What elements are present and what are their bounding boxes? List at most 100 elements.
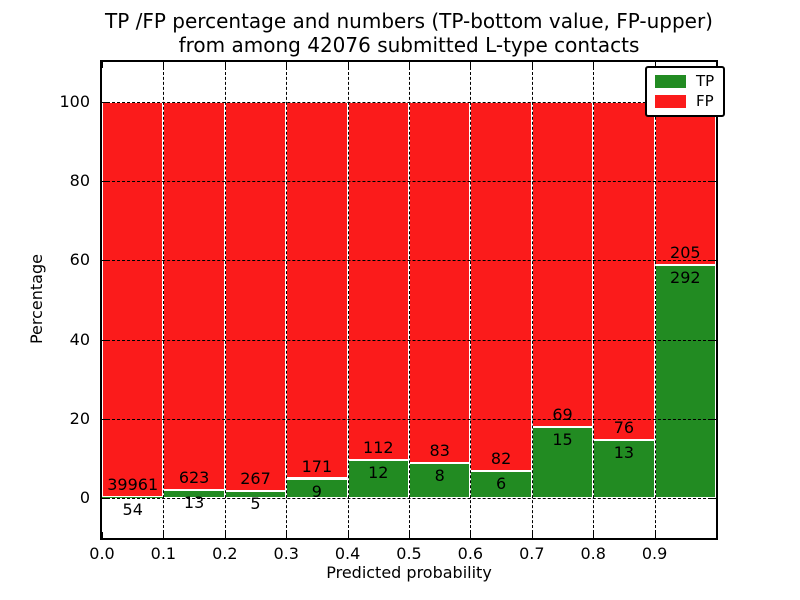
y-tick-right — [710, 419, 716, 420]
chart-title-line2: from among 42076 submitted L-type contac… — [178, 33, 640, 57]
x-gridline — [347, 62, 349, 538]
x-tick-top — [102, 62, 103, 68]
bar-segment-fp — [470, 101, 532, 472]
x-tick-top — [470, 62, 472, 68]
bar-segment-fp — [102, 101, 164, 498]
fp-count-label: 205 — [670, 243, 701, 263]
y-tick-label: 40 — [69, 329, 90, 349]
bar-segment-fp — [224, 101, 287, 492]
fp-count-label: 83 — [429, 441, 450, 461]
plot-inner: 39961 54 623 13 267 5 171 9 112 12 83 8 82 6 69 15 76 13 2… — [102, 62, 716, 538]
y-tick-right — [710, 339, 716, 341]
x-gridline — [593, 62, 595, 538]
bar-segment-fp — [654, 101, 716, 266]
x-tick-top — [531, 62, 533, 68]
tp-count-label: 13 — [183, 493, 205, 513]
y-tick-left — [102, 498, 108, 500]
y-tick-label: 20 — [69, 409, 90, 428]
x-axis-label: Predicted probability — [326, 563, 492, 582]
x-tick-label: 0.7 — [519, 544, 545, 563]
x-tick-top — [347, 62, 349, 68]
legend-label-tp: TP — [696, 72, 715, 90]
x-tick-label: 0.4 — [334, 544, 361, 563]
bar-segment-tp — [409, 463, 471, 499]
x-gridline — [163, 62, 165, 538]
y-tick-left — [102, 419, 108, 420]
bar-segment-fp — [347, 101, 409, 460]
tp-count-label: 12 — [368, 462, 389, 482]
bar-segment-fp — [286, 101, 348, 479]
y-tick-right — [710, 498, 716, 500]
tp-count-label: 54 — [122, 500, 143, 520]
y-tick-left — [102, 181, 108, 182]
chart-title: TP /FP percentage and numbers (TP-bottom… — [100, 9, 718, 57]
bar-segment-tp — [654, 265, 716, 499]
x-tick-top — [163, 62, 165, 68]
bar-segment-tp — [102, 497, 164, 499]
bar-segment-fp — [163, 101, 225, 491]
y-tick-left — [102, 339, 108, 341]
fp-count-label: 69 — [552, 405, 573, 425]
tp-count-label: 5 — [250, 494, 261, 514]
fp-count-label: 39961 — [107, 475, 159, 495]
bar-segment-tp — [531, 427, 594, 499]
tp-count-label: 6 — [496, 474, 507, 494]
x-tick-top — [224, 62, 226, 68]
bar-segment-fp — [531, 101, 594, 428]
x-tick-bottom — [286, 532, 288, 538]
fp-count-label: 623 — [178, 468, 210, 488]
y-tick-label: 0 — [79, 488, 90, 508]
x-tick-bottom — [531, 532, 533, 538]
x-tick-label: 0.3 — [273, 544, 299, 563]
bar-segment-tp — [347, 459, 409, 499]
legend-row-fp: FP — [655, 94, 714, 109]
tp-count-label: 8 — [434, 466, 445, 486]
x-tick-label: 0.2 — [212, 544, 238, 563]
x-tick-bottom — [654, 532, 656, 538]
x-gridline — [470, 62, 472, 538]
bar-segment-tp — [593, 440, 655, 499]
fp-count-label: 82 — [490, 449, 512, 469]
y-tick-label: 100 — [59, 91, 90, 111]
fp-count-label: 76 — [613, 418, 635, 438]
x-tick-bottom — [224, 532, 226, 538]
x-tick-top — [286, 62, 288, 68]
x-tick-bottom — [409, 532, 410, 538]
fp-count-label: 267 — [240, 469, 271, 489]
y-tick-label: 80 — [69, 171, 90, 190]
x-tick-label: 0.0 — [89, 544, 115, 563]
x-tick-bottom — [347, 532, 349, 538]
tp-count-label: 9 — [311, 481, 322, 501]
x-gridline — [531, 62, 533, 538]
plot-area: 39961 54 623 13 267 5 171 9 112 12 83 8 82 6 69 15 76 13 2… — [100, 60, 718, 540]
y-tick-right — [710, 260, 716, 262]
tp-count-label: 15 — [552, 430, 573, 450]
x-tick-label: 0.5 — [396, 544, 422, 563]
x-gridline — [409, 62, 410, 538]
tp-count-label: 292 — [670, 268, 701, 288]
bar-segment-tp — [470, 471, 532, 499]
x-tick-label: 0.6 — [457, 544, 484, 563]
x-tick-bottom — [470, 532, 472, 538]
legend: TP FP — [645, 66, 726, 117]
legend-row-tp: TP — [655, 74, 714, 89]
y-tick-label: 60 — [69, 250, 90, 270]
x-tick-top — [409, 62, 410, 68]
legend-swatch-tp-icon — [655, 75, 686, 88]
y-tick-right — [710, 181, 716, 182]
x-tick-top — [654, 62, 656, 68]
x-gridline — [224, 62, 226, 538]
x-tick-bottom — [593, 532, 595, 538]
legend-label-fp: FP — [696, 92, 714, 110]
x-tick-bottom — [102, 532, 103, 538]
fp-count-label: 112 — [363, 437, 394, 457]
tp-count-label: 13 — [613, 443, 635, 463]
y-tick-left — [102, 101, 108, 103]
fp-count-label: 171 — [301, 456, 333, 476]
legend-swatch-fp-icon — [655, 95, 686, 108]
x-tick-label: 0.1 — [150, 544, 177, 563]
y-axis-label: Percentage — [27, 254, 46, 345]
y-tick-left — [102, 260, 108, 262]
x-tick-label: 0.8 — [580, 544, 606, 563]
